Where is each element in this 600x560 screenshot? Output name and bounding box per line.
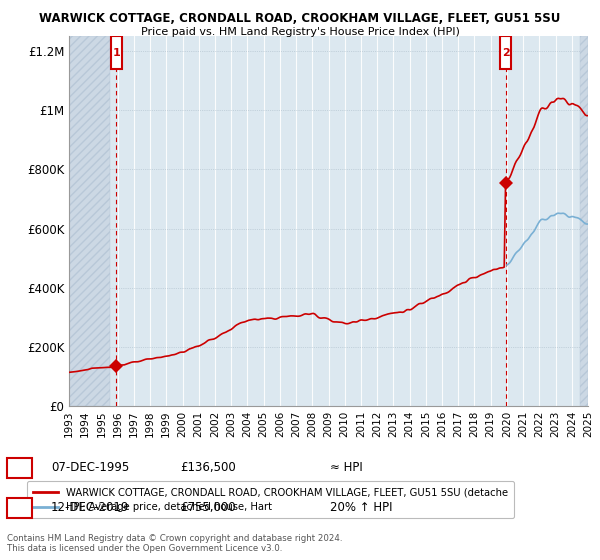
Text: 12-DEC-2019: 12-DEC-2019 bbox=[51, 501, 130, 515]
Text: 20% ↑ HPI: 20% ↑ HPI bbox=[330, 501, 392, 515]
Text: 07-DEC-1995: 07-DEC-1995 bbox=[51, 461, 129, 474]
Text: 1: 1 bbox=[112, 48, 120, 58]
Text: £136,500: £136,500 bbox=[180, 461, 236, 474]
Text: Contains HM Land Registry data © Crown copyright and database right 2024.
This d: Contains HM Land Registry data © Crown c… bbox=[7, 534, 343, 553]
Text: 2: 2 bbox=[502, 48, 509, 58]
Text: WARWICK COTTAGE, CRONDALL ROAD, CROOKHAM VILLAGE, FLEET, GU51 5SU: WARWICK COTTAGE, CRONDALL ROAD, CROOKHAM… bbox=[40, 12, 560, 25]
Text: ≈ HPI: ≈ HPI bbox=[330, 461, 363, 474]
Text: 1: 1 bbox=[16, 461, 24, 474]
Text: 2: 2 bbox=[16, 501, 24, 515]
Legend: WARWICK COTTAGE, CRONDALL ROAD, CROOKHAM VILLAGE, FLEET, GU51 5SU (detache, HPI:: WARWICK COTTAGE, CRONDALL ROAD, CROOKHAM… bbox=[27, 481, 514, 518]
FancyBboxPatch shape bbox=[500, 36, 511, 69]
Text: Price paid vs. HM Land Registry's House Price Index (HPI): Price paid vs. HM Land Registry's House … bbox=[140, 27, 460, 37]
FancyBboxPatch shape bbox=[110, 36, 122, 69]
Text: £755,000: £755,000 bbox=[180, 501, 236, 515]
